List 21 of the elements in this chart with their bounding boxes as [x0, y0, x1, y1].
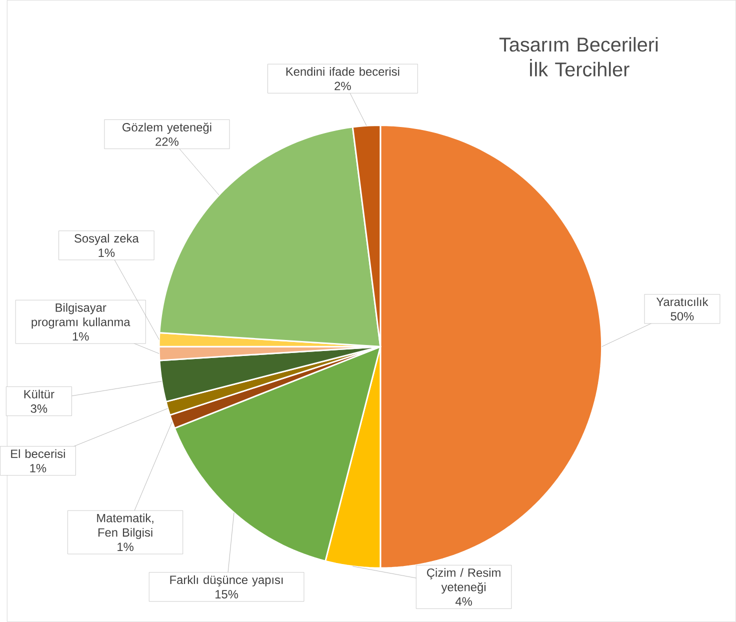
data-label: 2%: [334, 82, 351, 90]
slice-label: Sosyal zeka: [74, 234, 139, 246]
slice-label: Matematik, Fen Bilgisi: [97, 514, 154, 540]
slice-label: Kendini ifade becerisi: [286, 67, 400, 76]
slice-label: El becerisi: [11, 449, 65, 458]
data-label: 1%: [72, 332, 89, 341]
slice-label: Çizim / Resim yeteneği: [427, 568, 500, 594]
data-label: 1%: [30, 464, 46, 472]
slice-label: Farklı düşünce yapısı: [170, 575, 283, 587]
data-label: 15%: [216, 590, 238, 599]
data-label: 1%: [98, 248, 115, 258]
slice-label: Kültür: [24, 390, 54, 398]
data-label: 22%: [156, 138, 178, 146]
slice-label: Gözlem yeteneği: [122, 122, 212, 134]
data-label: 4%: [455, 597, 472, 606]
chart-title: Tasarım Becerileri İlk Tercihler: [499, 37, 658, 77]
data-label: 50%: [670, 312, 694, 321]
data-label: 1%: [118, 542, 134, 552]
data-label: 3%: [30, 404, 48, 413]
slice-label: Bilgisayar programı kullanma: [32, 303, 130, 329]
slice-label: Yaratıcılık: [656, 297, 708, 306]
